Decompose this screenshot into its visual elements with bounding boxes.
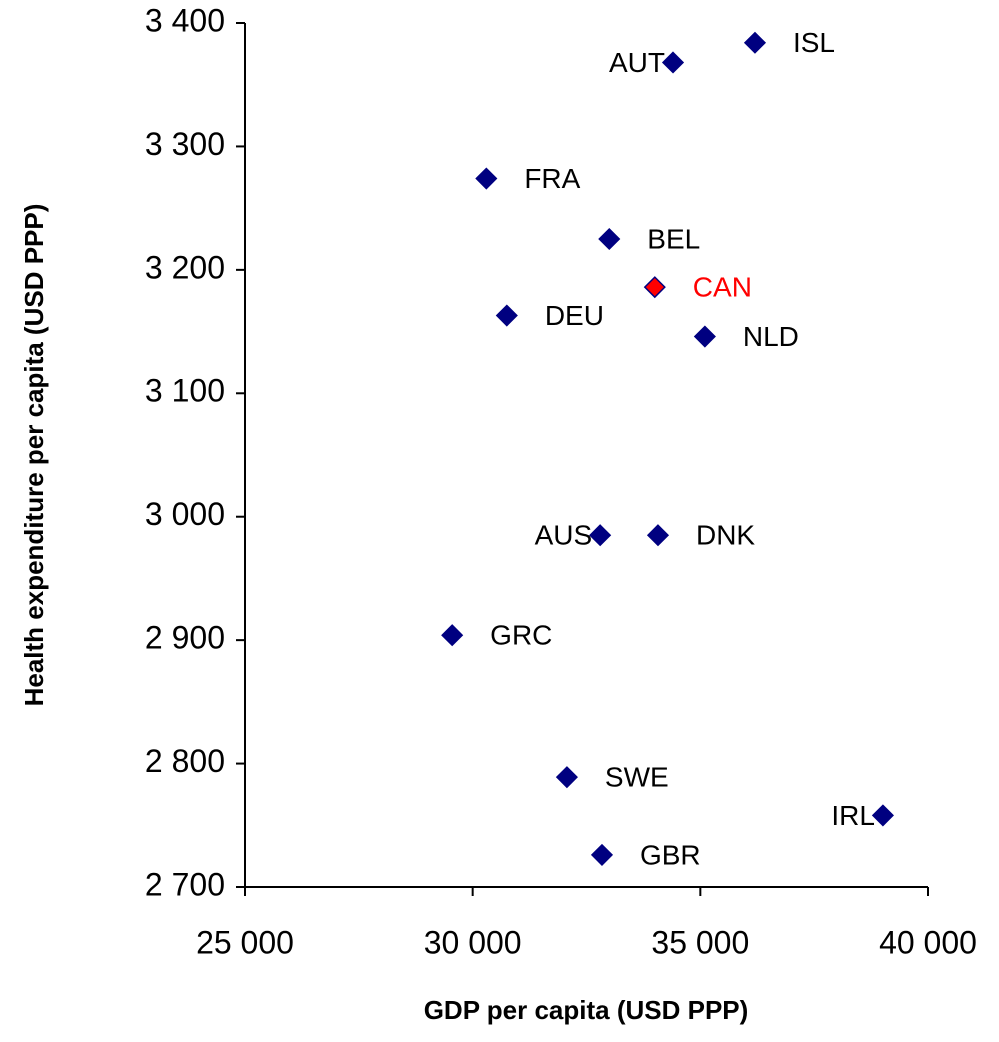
point bbox=[661, 51, 685, 74]
point bbox=[871, 804, 894, 827]
y-tick-label: 3 400 bbox=[145, 2, 225, 38]
y-tick-label: 2 700 bbox=[145, 866, 225, 902]
point bbox=[693, 325, 716, 348]
y-tick-label: 3 200 bbox=[145, 249, 225, 285]
x-tick-label: 30 000 bbox=[424, 924, 522, 960]
point bbox=[475, 167, 498, 190]
point-label: AUS bbox=[535, 520, 593, 551]
y-tick-label: 2 800 bbox=[145, 743, 225, 779]
y-tick-label: 2 900 bbox=[145, 620, 225, 656]
point bbox=[590, 843, 614, 866]
point-label: GBR bbox=[640, 839, 701, 870]
point bbox=[646, 524, 670, 547]
x-tick-label: 25 000 bbox=[196, 924, 294, 960]
x-axis-title: GDP per capita (USD PPP) bbox=[424, 995, 749, 1025]
point-label: AUT bbox=[609, 47, 665, 78]
point bbox=[589, 524, 612, 547]
point-label: FRA bbox=[524, 163, 580, 194]
point bbox=[598, 227, 621, 251]
point-label: NLD bbox=[743, 321, 799, 352]
point-label: ISL bbox=[793, 27, 835, 58]
point bbox=[441, 624, 464, 647]
y-tick-label: 3 300 bbox=[145, 126, 225, 162]
point bbox=[555, 766, 578, 789]
x-tick-label: 40 000 bbox=[879, 924, 977, 960]
point bbox=[495, 304, 518, 327]
point-label: GRC bbox=[490, 620, 552, 651]
point-label: CAN bbox=[693, 272, 752, 303]
x-tick-label: 35 000 bbox=[651, 924, 749, 960]
point-label: DEU bbox=[545, 300, 604, 331]
point-label: SWE bbox=[605, 762, 669, 793]
y-axis-title: Health expenditure per capita (USD PPP) bbox=[19, 204, 49, 707]
point-label: IRL bbox=[831, 800, 875, 831]
point bbox=[743, 31, 767, 54]
point-label: BEL bbox=[647, 223, 700, 254]
point bbox=[643, 276, 666, 299]
y-tick-label: 3 000 bbox=[145, 496, 225, 532]
point-label: DNK bbox=[696, 520, 755, 551]
y-tick-label: 3 100 bbox=[145, 373, 225, 409]
